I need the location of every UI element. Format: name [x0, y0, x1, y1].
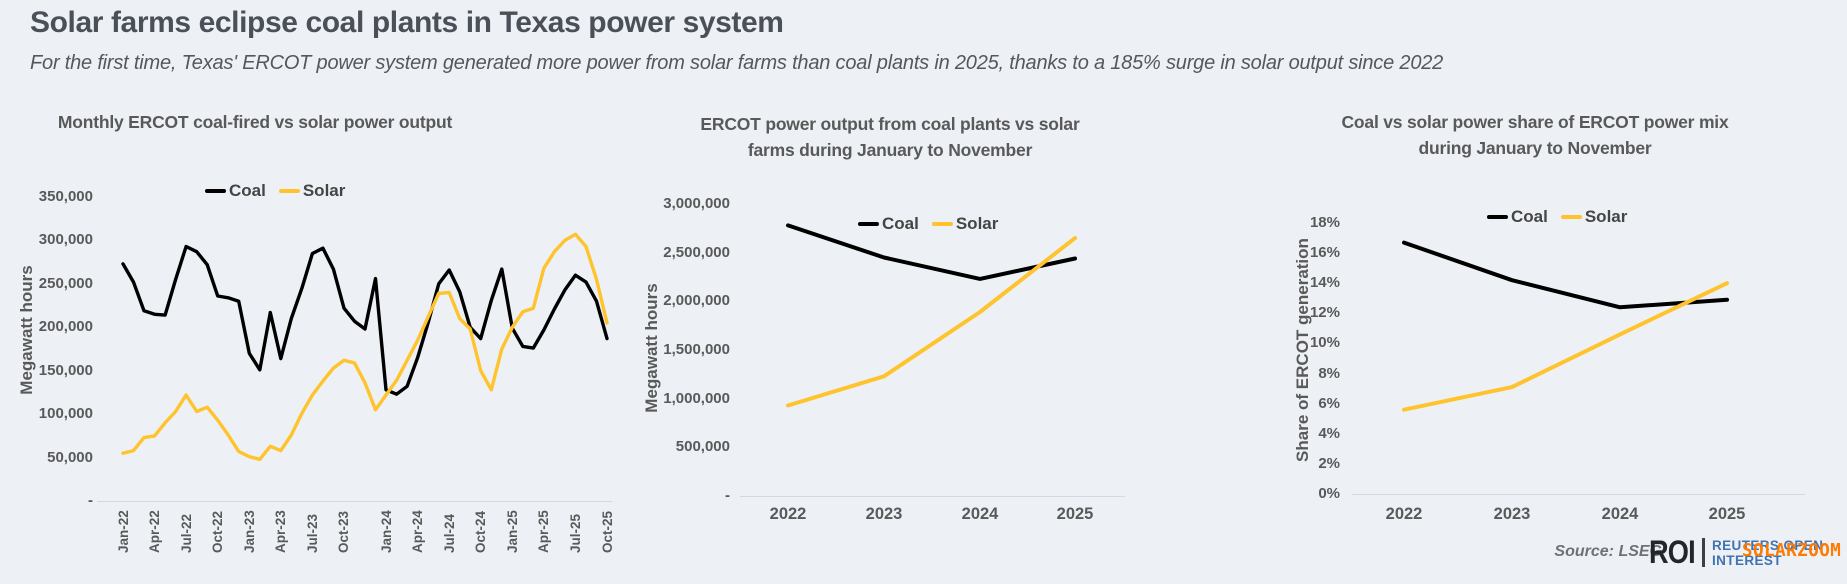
y-tick-label: 200,000 [38, 318, 93, 336]
legend-label: Solar [302, 181, 346, 200]
x-tick-label: Apr-24 [410, 510, 426, 553]
chart-title-line: during January to November [1418, 138, 1652, 158]
x-tick-label: Jul-25 [567, 513, 583, 553]
x-tick-label: 2022 [769, 505, 807, 523]
y-tick-label: 18% [1309, 214, 1340, 231]
x-tick-label: Jul-23 [304, 513, 320, 553]
coal-line [121, 244, 609, 396]
logo-line-1: REUTERS OPEN [1712, 538, 1824, 553]
x-tick-label: Oct-25 [599, 510, 615, 553]
source-credit: Source: LSEG [1554, 543, 1662, 560]
legend-label: Solar [955, 214, 999, 233]
x-tick-label: 2025 [1056, 505, 1094, 523]
y-tick-label: 150,000 [38, 361, 93, 379]
x-tick-label: Apr-23 [273, 510, 289, 553]
chart-title-line: Coal vs solar power share of ERCOT power… [1341, 112, 1729, 132]
y-tick-label: 10% [1309, 334, 1340, 352]
x-tick-label: Jul-22 [178, 513, 194, 553]
coal-legend-dash-icon [858, 222, 879, 226]
chart-legend: Coal Solar [1487, 207, 1627, 227]
solar-line [121, 232, 609, 461]
page-title: Solar farms eclipse coal plants in Texas… [30, 6, 784, 39]
x-tick-label: Jan-22 [115, 510, 131, 553]
y-tick-label: 8% [1318, 364, 1340, 382]
x-tick-label: 2023 [1493, 505, 1531, 523]
chart-title-line: farms during January to November [747, 140, 1033, 160]
legend-item-coal: Coal [858, 214, 919, 234]
y-tick-label: 50,000 [47, 448, 93, 466]
y-tick-label: 2,000,000 [663, 292, 730, 310]
solar-legend-dash-icon [1560, 215, 1582, 219]
plot-area [1402, 240, 1729, 412]
y-tick-label: 250,000 [38, 274, 93, 292]
watermark: SOLARZOOM [1742, 541, 1842, 561]
legend-item-solar: Solar [278, 181, 346, 201]
y-tick-label: 0% [1318, 485, 1340, 502]
legend-item-solar: Solar [931, 214, 999, 234]
y-tick-label: 300,000 [38, 231, 93, 249]
chart-title-line: Monthly ERCOT coal-fired vs solar power … [57, 112, 453, 132]
legend-label: Solar [1584, 207, 1628, 226]
logo-divider [1702, 538, 1705, 567]
x-tick-label: 2024 [1601, 505, 1639, 523]
legend-label: Coal [229, 181, 266, 200]
y-tick-label: 14% [1309, 274, 1340, 292]
x-tick-label: Jul-24 [441, 513, 457, 553]
chart-title-line: ERCOT power output from coal plants vs s… [700, 114, 1080, 134]
solar-legend-dash-icon [931, 222, 953, 226]
legend-label: Coal [882, 214, 919, 233]
legend-item-coal: Coal [1487, 207, 1548, 227]
x-axis-line [740, 496, 1125, 497]
y-tick-label: 500,000 [675, 438, 730, 456]
x-tick-label: 2025 [1708, 505, 1746, 523]
x-tick-label: Apr-25 [536, 510, 552, 553]
x-tick-label: Jan-23 [241, 510, 257, 553]
reuters-open-interest-wordmark: REUTERS OPEN INTEREST [1712, 538, 1823, 568]
solar-line [1402, 281, 1729, 412]
y-tick-label: 16% [1309, 244, 1340, 262]
y-tick-label: 6% [1318, 394, 1340, 412]
y-tick-label: 4% [1318, 424, 1340, 442]
y-tick-label: 1,500,000 [663, 341, 730, 358]
chart-legend: Coal Solar [858, 214, 998, 234]
x-tick-label: Oct-22 [210, 510, 226, 553]
logo-line-2: INTEREST [1712, 553, 1782, 568]
x-axis-line [1352, 494, 1805, 495]
y-tick-label: 3,000,000 [663, 195, 730, 212]
x-tick-label: Oct-23 [336, 510, 352, 553]
x-tick-label: 2022 [1385, 505, 1423, 523]
chart-legend: Coal Solar [205, 181, 345, 201]
coal-legend-dash-icon [1487, 215, 1508, 219]
x-tick-label: 2023 [865, 505, 903, 523]
x-tick-label: Oct-24 [473, 510, 489, 553]
x-tick-label: 2024 [961, 505, 999, 523]
y-tick-label: - [725, 487, 730, 504]
plot-area [786, 223, 1077, 408]
x-tick-label: Jan-25 [504, 510, 520, 553]
y-tick-label: 1,000,000 [663, 389, 730, 407]
x-axis-line [97, 501, 612, 502]
y-tick-label: 2,500,000 [663, 243, 730, 261]
y-tick-label: - [88, 492, 93, 509]
solar-legend-dash-icon [278, 189, 300, 193]
x-tick-label: Jan-24 [378, 510, 394, 553]
roi-logo: ROI [1649, 534, 1696, 570]
plot-area [121, 232, 609, 461]
y-tick-label: 12% [1309, 304, 1340, 322]
solar-line [786, 236, 1077, 408]
x-tick-label: Apr-22 [147, 510, 163, 553]
y-tick-label: 350,000 [38, 188, 93, 205]
coal-line [1402, 240, 1729, 310]
y-tick-label: 2% [1318, 454, 1340, 472]
coal-legend-dash-icon [205, 189, 226, 193]
legend-item-solar: Solar [1560, 207, 1628, 227]
coal-line [786, 223, 1077, 281]
legend-item-coal: Coal [205, 181, 266, 201]
page-subtitle: For the first time, Texas' ERCOT power s… [30, 52, 1444, 74]
legend-label: Coal [1511, 207, 1548, 226]
y-tick-label: 100,000 [38, 405, 93, 423]
